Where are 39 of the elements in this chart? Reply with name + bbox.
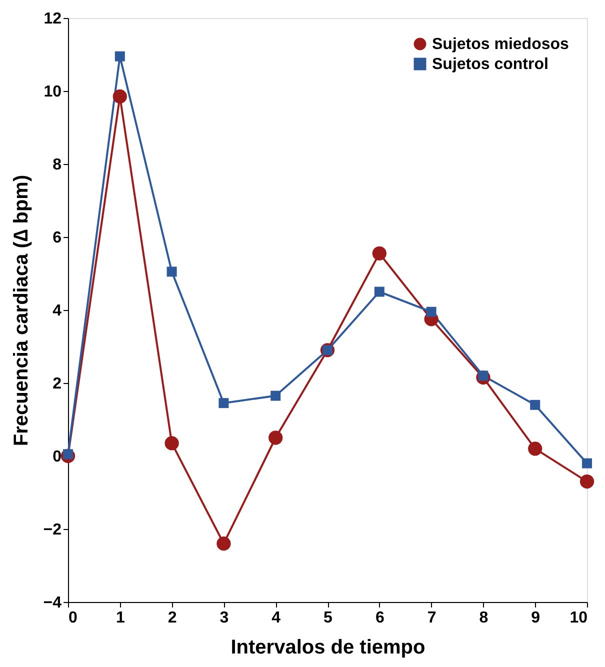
x-tick-label: 3 — [220, 610, 229, 626]
point — [114, 51, 125, 62]
point — [374, 286, 384, 297]
y-tick-label: 12 — [44, 10, 62, 28]
x-tick-label: 4 — [272, 610, 281, 626]
x-tick-label: 2 — [168, 610, 177, 626]
y-tick-label: 8 — [52, 156, 62, 174]
point — [112, 89, 127, 104]
point — [270, 390, 281, 401]
point — [372, 246, 386, 260]
y-tick-label: 6 — [52, 230, 62, 246]
y-tick-label: 4 — [52, 302, 62, 320]
point — [268, 430, 283, 445]
y-tick-label: 10 — [44, 84, 62, 100]
x-axis-title: Intervalos de tiempo — [230, 636, 426, 658]
x-tick-label: 7 — [427, 610, 436, 626]
legend-label: Sujetos miedosos — [432, 36, 570, 53]
y-axis-title: Frecuencia cardiaca (∆ bpm) — [10, 174, 32, 446]
x-tick-label: 6 — [375, 610, 384, 626]
x-tick-label: 0 — [68, 610, 78, 626]
point — [530, 400, 540, 410]
y-tick-label: 0 — [52, 448, 62, 466]
point — [426, 306, 436, 317]
y-tick-label: −4 — [43, 594, 62, 612]
y-tick-label: −2 — [43, 522, 62, 538]
point — [216, 536, 231, 551]
point — [164, 436, 179, 450]
x-tick-label: 1 — [116, 610, 125, 626]
point — [218, 398, 229, 408]
point — [580, 474, 594, 489]
x-tick-label: 10 — [570, 610, 588, 626]
legend-label: Sujetos control — [432, 56, 548, 73]
x-tick-label: 9 — [531, 610, 540, 626]
point — [166, 266, 177, 277]
point — [528, 442, 542, 456]
x-tick-label: 8 — [479, 610, 488, 626]
y-tick-label: 2 — [52, 376, 62, 392]
point — [582, 458, 592, 468]
x-tick-label: 5 — [324, 610, 333, 626]
